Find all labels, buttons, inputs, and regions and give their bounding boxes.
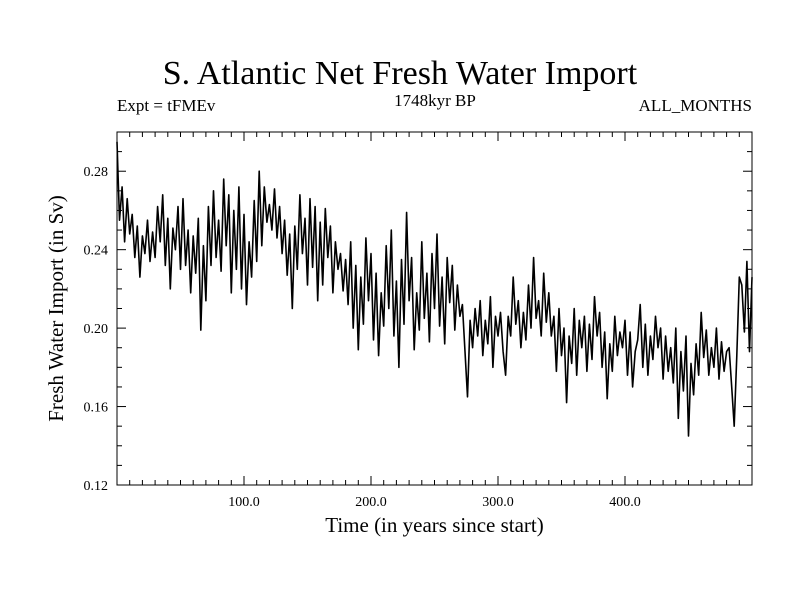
y-tick-label: 0.20 [84, 322, 109, 337]
x-tick-label: 300.0 [482, 495, 514, 510]
tick-labels: 100.0 200.0 300.0 400.0 0.12 0.16 0.20 0.24 0.28 [84, 165, 641, 510]
x-axis-label: Time (in years since start) [325, 513, 544, 537]
y-axis-label: Fresh Water Import (in Sv) [44, 195, 68, 422]
x-tick-label: 400.0 [609, 495, 641, 510]
y-tick-label: 0.28 [84, 165, 109, 180]
x-tick-label: 200.0 [355, 495, 387, 510]
y-tick-label: 0.12 [84, 479, 109, 494]
y-tick-label: 0.16 [84, 401, 109, 416]
series-group [116, 141, 753, 437]
months-label: ALL_MONTHS [638, 96, 752, 115]
chart-title: S. Atlantic Net Fresh Water Import [162, 55, 638, 92]
x-tick-label: 100.0 [228, 495, 260, 510]
series-line [116, 141, 753, 437]
experiment-label: Expt = tFMEv [117, 96, 216, 115]
y-tick-label: 0.24 [84, 244, 109, 259]
period-label: 1748kyr BP [394, 91, 476, 110]
plot-frame [116, 131, 753, 486]
